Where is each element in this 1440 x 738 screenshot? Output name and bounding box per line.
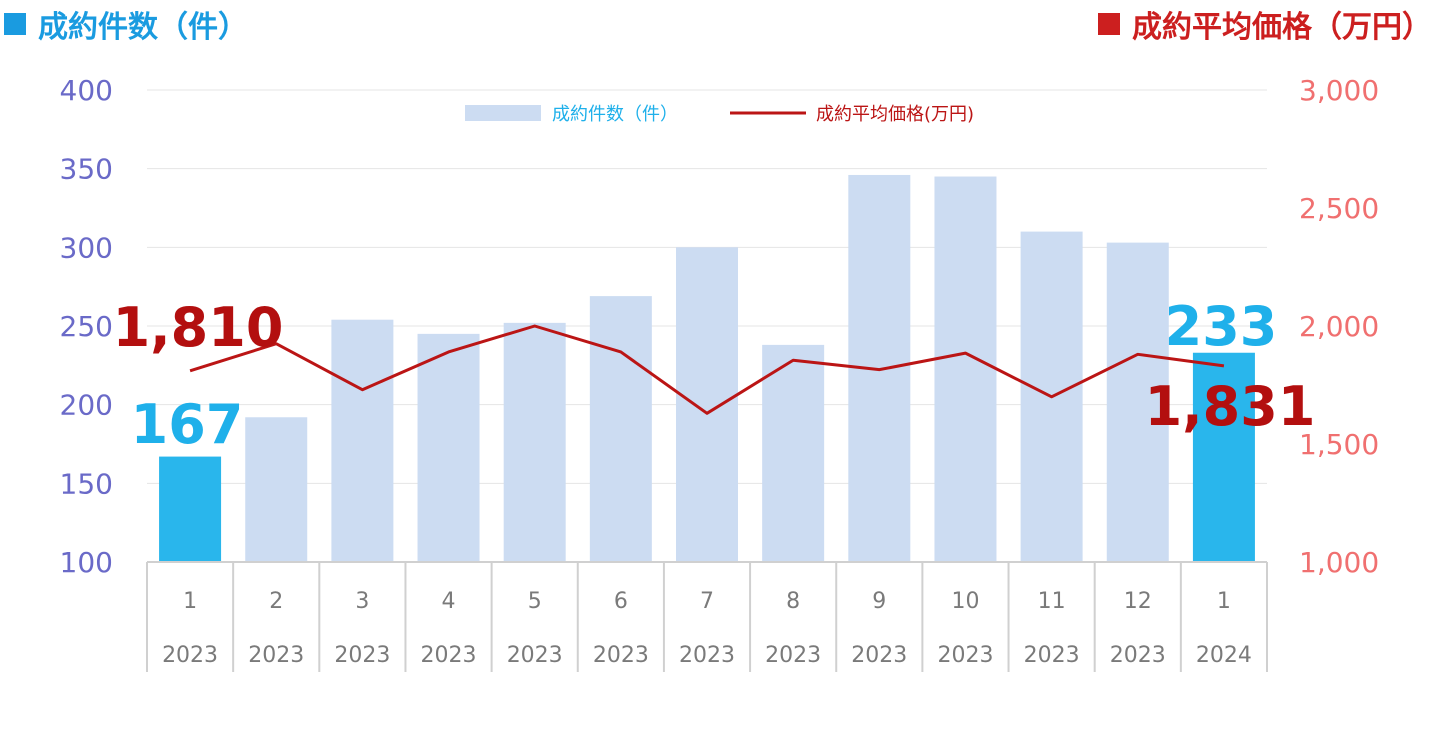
legend-bar-label: 成約件数（件） xyxy=(552,104,678,125)
bar xyxy=(503,322,566,562)
red-square-icon xyxy=(1098,13,1120,35)
x-tick-year: 2023 xyxy=(1110,643,1166,668)
x-tick-year: 2023 xyxy=(507,643,563,668)
left-axis-header-text: 成約件数（件） xyxy=(38,10,248,45)
x-tick-month: 11 xyxy=(1038,589,1066,614)
x-tick-year: 2023 xyxy=(851,643,907,668)
x-tick-year: 2024 xyxy=(1196,643,1252,668)
x-tick-year: 2023 xyxy=(679,643,735,668)
x-tick-year: 2023 xyxy=(248,643,304,668)
bar xyxy=(245,417,308,562)
x-tick-year: 2023 xyxy=(1024,643,1080,668)
left-axis-tick: 200 xyxy=(60,389,113,422)
bar xyxy=(1192,352,1255,562)
x-tick-year: 2023 xyxy=(421,643,477,668)
data-label-count-first: 167 xyxy=(131,393,244,456)
x-tick-year: 2023 xyxy=(162,643,218,668)
left-axis-tick: 400 xyxy=(60,74,113,107)
right-axis-tick: 3,000 xyxy=(1299,74,1379,107)
bar xyxy=(1106,242,1169,562)
x-tick-month: 10 xyxy=(951,589,979,614)
left-axis-tick: 300 xyxy=(60,231,113,264)
right-axis-tick: 2,500 xyxy=(1299,192,1379,225)
x-tick-month: 8 xyxy=(786,589,800,614)
legend-line-label: 成約平均価格(万円) xyxy=(816,104,974,125)
bar xyxy=(589,296,652,562)
x-tick-year: 2023 xyxy=(593,643,649,668)
x-tick-month: 1 xyxy=(1217,589,1231,614)
bar xyxy=(331,319,394,562)
x-tick-month: 3 xyxy=(355,589,369,614)
x-tick-year: 2023 xyxy=(765,643,821,668)
right-axis-header: 成約平均価格（万円） xyxy=(1098,2,1432,46)
x-tick-year: 2023 xyxy=(937,643,993,668)
x-tick-month: 9 xyxy=(872,589,886,614)
right-axis-tick: 2,000 xyxy=(1299,310,1379,343)
bar xyxy=(934,176,997,563)
bar xyxy=(676,247,738,563)
left-axis-tick: 350 xyxy=(60,153,113,186)
x-tick-month: 5 xyxy=(528,589,542,614)
x-tick-month: 6 xyxy=(614,589,628,614)
left-axis-header: 成約件数（件） xyxy=(4,2,248,46)
x-tick-year: 2023 xyxy=(334,643,390,668)
x-tick-month: 4 xyxy=(442,589,456,614)
blue-square-icon xyxy=(4,13,26,35)
right-axis-tick: 1,500 xyxy=(1299,428,1379,461)
legend-bar-swatch xyxy=(465,105,541,121)
data-label-count-last: 233 xyxy=(1165,295,1278,358)
left-axis-tick: 100 xyxy=(60,546,113,579)
data-label-price-last: 1,831 xyxy=(1145,375,1316,438)
left-axis-tick: 250 xyxy=(60,310,113,343)
x-tick-month: 7 xyxy=(700,589,714,614)
x-tick-month: 2 xyxy=(269,589,283,614)
right-axis-tick: 1,000 xyxy=(1299,546,1379,579)
right-axis-header-text: 成約平均価格（万円） xyxy=(1132,10,1432,45)
data-label-price-first: 1,810 xyxy=(113,296,284,359)
x-tick-month: 12 xyxy=(1124,589,1152,614)
left-axis-tick: 150 xyxy=(60,467,113,500)
bar xyxy=(417,333,480,562)
bar xyxy=(159,456,222,562)
x-tick-month: 1 xyxy=(183,589,197,614)
bar xyxy=(762,344,825,562)
price-line xyxy=(189,324,1225,415)
